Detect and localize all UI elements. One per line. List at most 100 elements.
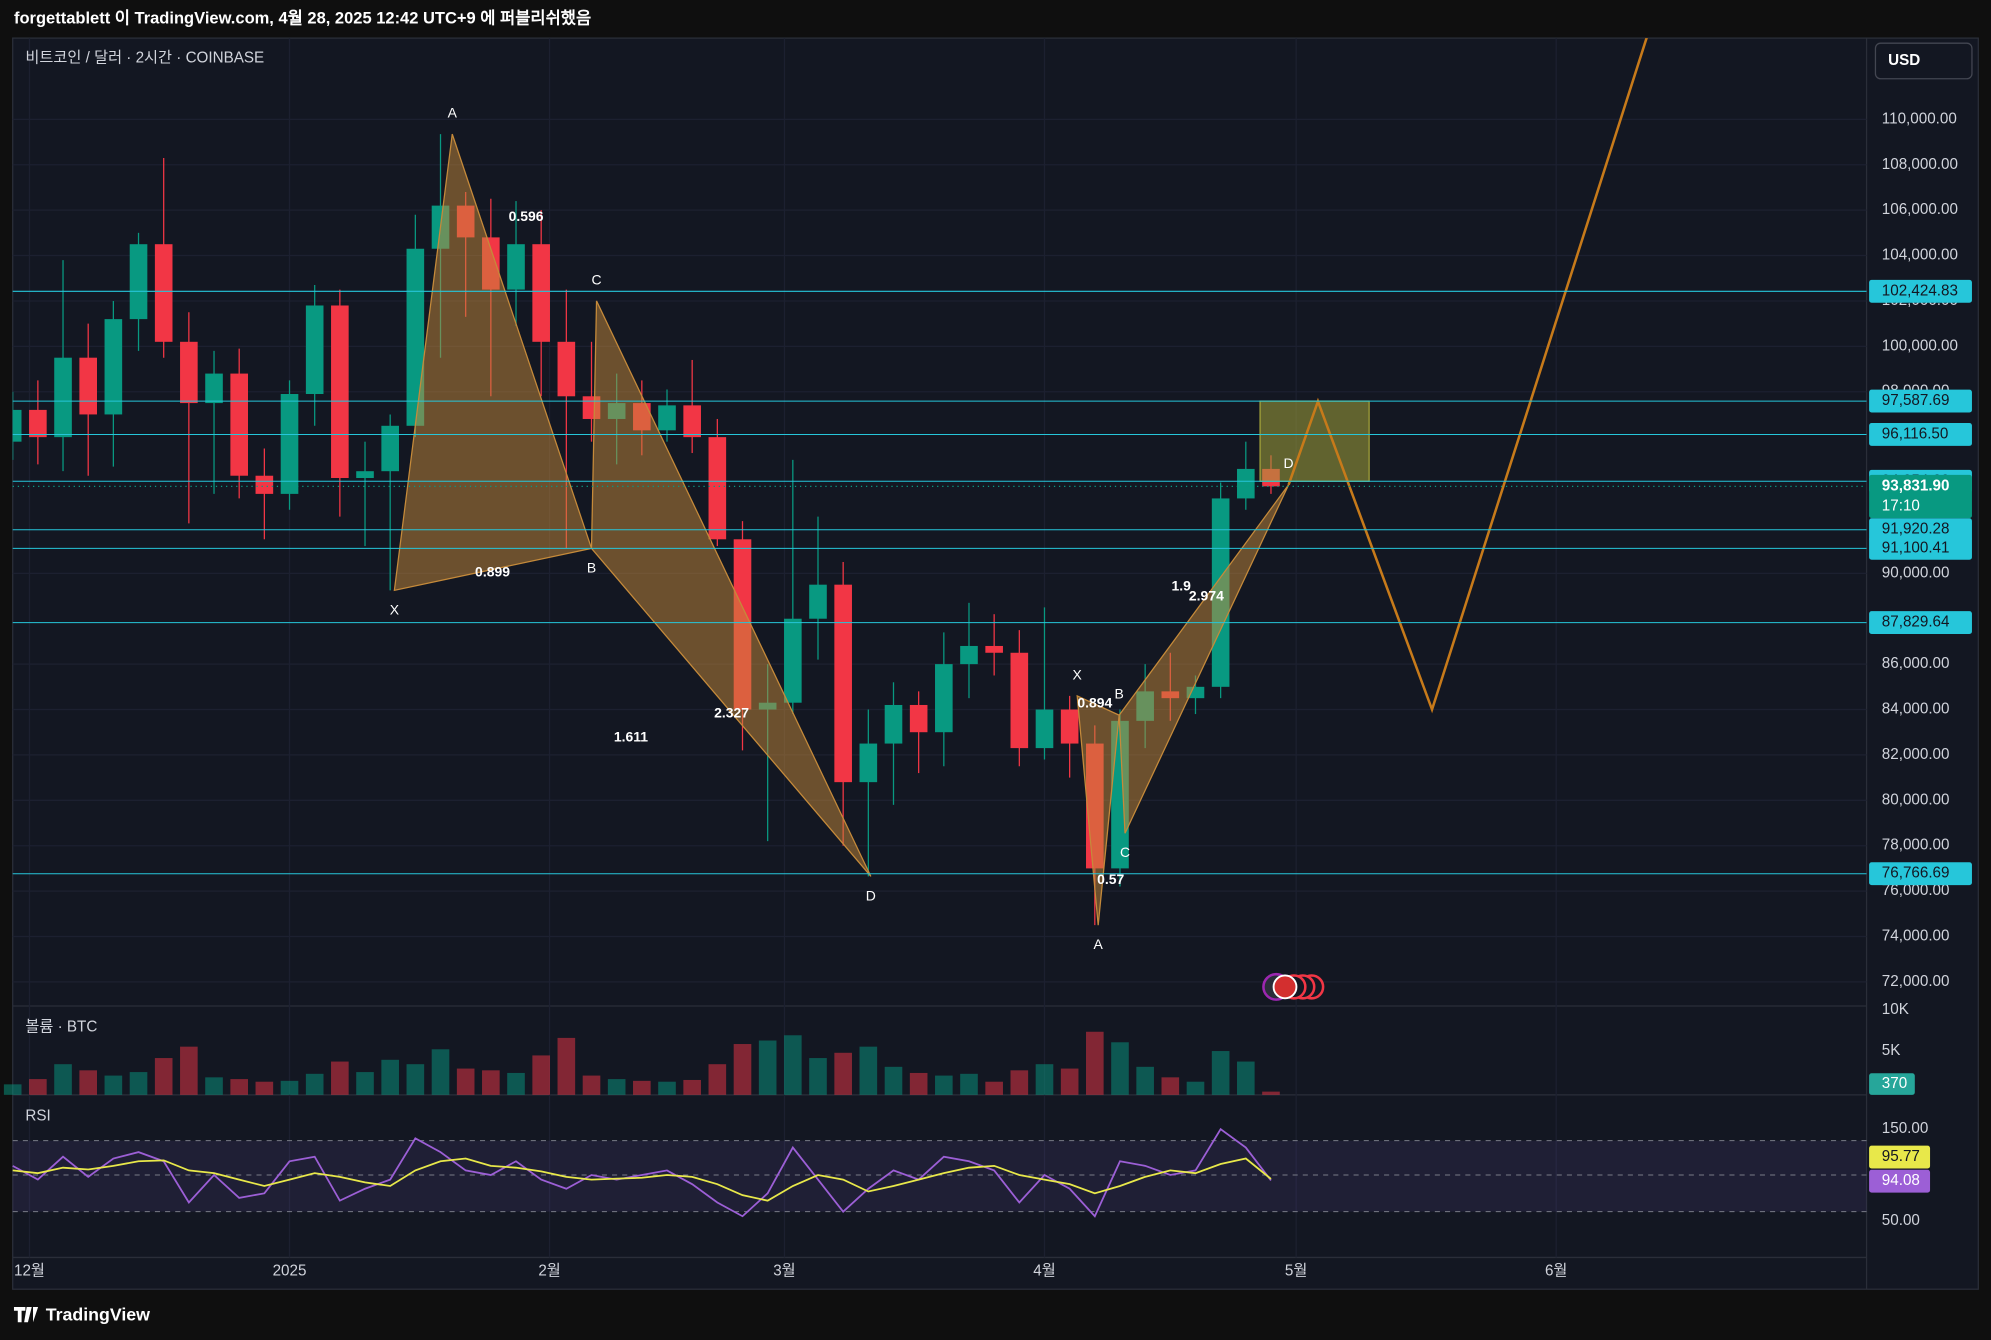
rsi-last-box — [1869, 1169, 1931, 1193]
volume-bar — [809, 1058, 827, 1095]
y-tick-label: 82,000.00 — [1882, 746, 1950, 763]
pattern-point-label: A — [1094, 936, 1104, 952]
pattern-point-label: B — [587, 559, 596, 575]
brand-text: TradingView — [46, 1305, 150, 1325]
level-label-box — [1869, 611, 1972, 635]
volume-bar — [356, 1072, 374, 1095]
rsi-title: RSI — [25, 1107, 50, 1124]
rsi-band — [12, 1140, 1867, 1212]
level-label-box — [1869, 389, 1972, 413]
rsi-line — [12, 1127, 1272, 1218]
candle-body — [154, 244, 173, 342]
pattern-triangle — [393, 133, 593, 592]
volume-bar — [381, 1059, 399, 1095]
candle-body — [658, 405, 676, 431]
x-tick-label: 5월 — [1285, 1262, 1307, 1279]
candle-body — [985, 645, 1003, 653]
candle-body — [280, 394, 299, 494]
level-label: 97,587.69 — [1882, 392, 1950, 409]
candle-body — [406, 248, 425, 426]
volume-bar — [607, 1079, 626, 1095]
brand-logo: TradingView — [13, 1305, 150, 1325]
candle-body — [935, 664, 953, 733]
projection-line — [1287, 38, 1648, 714]
level-label: 91,920.28 — [1882, 521, 1950, 538]
level-label-box — [1869, 518, 1972, 542]
volume-bar — [633, 1080, 651, 1095]
volume-bar — [154, 1058, 173, 1095]
event-icons — [1262, 972, 1325, 1001]
y-tick-label: 84,000.00 — [1882, 701, 1950, 718]
volume-bar — [331, 1061, 349, 1095]
event-icon — [1272, 974, 1298, 1000]
last-price-box — [1869, 474, 1972, 519]
level-label: 91,100.41 — [1882, 539, 1950, 556]
pattern-point-label: C — [1120, 844, 1130, 860]
volume-bar — [960, 1073, 978, 1095]
pattern-point-label: B — [1114, 686, 1123, 702]
y-tick-label: 90,000.00 — [1882, 564, 1950, 581]
volume-bar — [708, 1064, 727, 1095]
x-tick-label: 6월 — [1545, 1262, 1567, 1279]
y-tick-label: 72,000.00 — [1882, 973, 1950, 990]
candle-body — [909, 704, 928, 733]
volume-bar — [305, 1073, 324, 1095]
volume-bar — [456, 1068, 475, 1095]
countdown-label: 17:10 — [1882, 498, 1920, 515]
pattern-triangle — [1118, 484, 1290, 834]
y-tick-label: 150.00 — [1882, 1120, 1929, 1137]
pattern-ratio-label: 1.9 — [1172, 578, 1192, 594]
pattern-ratio-label: 2.974 — [1189, 588, 1224, 604]
volume-bar — [54, 1064, 72, 1095]
volume-bar — [784, 1035, 802, 1095]
candle-body — [1035, 709, 1054, 749]
y-tick-label: 76,000.00 — [1882, 882, 1950, 899]
y-tick-label: 86,000.00 — [1882, 655, 1950, 672]
candle-body — [129, 244, 148, 320]
volume-bar — [1035, 1064, 1054, 1095]
candle-body — [381, 425, 399, 472]
candle-body — [1010, 652, 1029, 749]
price-plot — [12, 38, 1867, 983]
volume-bar — [1211, 1051, 1230, 1095]
volume-bar — [733, 1044, 752, 1095]
pattern-ratio-label: 0.57 — [1097, 871, 1124, 887]
candle-body — [180, 341, 198, 404]
pattern-ratio-label: 0.894 — [1077, 694, 1112, 710]
y-tick-label: 106,000.00 — [1882, 201, 1958, 218]
candle-body — [255, 475, 274, 494]
volume-bar — [205, 1077, 223, 1095]
candle-body — [557, 341, 576, 397]
volume-bar — [406, 1064, 425, 1095]
volume-bar — [582, 1075, 601, 1095]
candle-body — [205, 373, 223, 404]
volume-bar — [532, 1055, 550, 1095]
candle-body — [708, 437, 727, 540]
volume-bar — [1237, 1061, 1255, 1095]
currency-button-frame[interactable] — [1874, 42, 1973, 80]
volume-bar — [985, 1081, 1003, 1095]
y-tick-label: 80,000.00 — [1882, 791, 1950, 808]
rsi-last-box — [1869, 1145, 1931, 1169]
candle-body — [1186, 686, 1205, 699]
currency-button-label[interactable]: USD — [1888, 52, 1920, 69]
volume-bar — [79, 1070, 98, 1095]
level-label-box — [1869, 536, 1972, 560]
volume-bar — [1060, 1068, 1079, 1095]
volume-bar — [834, 1052, 852, 1095]
level-label-box — [1869, 279, 1972, 303]
publish-header: forgettablett 이 TradingView.com, 4월 28, … — [14, 7, 591, 27]
level-label: 76,766.69 — [1882, 865, 1950, 882]
pattern-point-label: X — [390, 601, 400, 617]
volume-bar — [180, 1046, 198, 1095]
volume-bar — [758, 1040, 777, 1095]
candle-body — [834, 584, 852, 783]
candle-body — [305, 305, 324, 395]
y-tick-label: 108,000.00 — [1882, 156, 1958, 173]
currency-button[interactable]: USD — [1874, 42, 1973, 80]
y-tick-label: 50.00 — [1882, 1212, 1920, 1229]
volume-bar — [104, 1075, 123, 1095]
candle-body — [784, 618, 802, 703]
volume-bar — [1136, 1066, 1154, 1095]
